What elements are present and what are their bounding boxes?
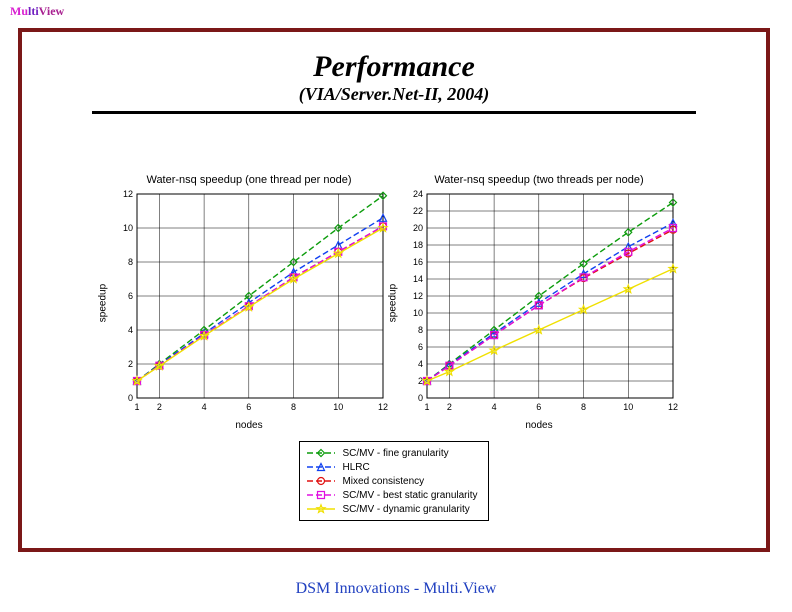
svg-text:2: 2	[418, 376, 423, 386]
legend-swatch-hlrc	[306, 461, 336, 473]
svg-text:4: 4	[492, 402, 497, 412]
logo: MultiView	[10, 4, 64, 19]
chart-left-ylabel: speedup	[98, 284, 109, 322]
svg-text:4: 4	[202, 402, 207, 412]
svg-text:12: 12	[668, 402, 678, 412]
svg-text:16: 16	[413, 257, 423, 267]
legend-label-hlrc: HLRC	[342, 462, 369, 473]
chart-left-wrap: Water-nsq speedup (one thread per node) …	[109, 174, 389, 431]
svg-text:20: 20	[413, 223, 423, 233]
svg-text:14: 14	[413, 274, 423, 284]
slide-frame: Performance (VIA/Server.Net-II, 2004) Wa…	[18, 28, 770, 552]
legend-row-sc_dynamic: SC/MV - dynamic granularity	[306, 502, 477, 516]
chart-right-svg: 124681012024681012141618202224	[399, 188, 679, 418]
svg-text:8: 8	[581, 402, 586, 412]
charts-row: Water-nsq speedup (one thread per node) …	[22, 174, 766, 431]
svg-text:8: 8	[291, 402, 296, 412]
svg-text:12: 12	[123, 189, 133, 199]
legend-box: SC/MV - fine granularity HLRC Mixed consis…	[299, 441, 488, 521]
chart-left-area: speedup 124681012024681012	[109, 188, 389, 418]
chart-left-svg: 124681012024681012	[109, 188, 389, 418]
chart-right-wrap: Water-nsq speedup (two threads per node)…	[399, 174, 679, 431]
legend-row-sc_static: SC/MV - best static granularity	[306, 488, 477, 502]
svg-text:8: 8	[418, 325, 423, 335]
legend-swatch-mixed	[306, 475, 336, 487]
legend-label-sc_dynamic: SC/MV - dynamic granularity	[342, 504, 469, 515]
legend-row-sc_fine: SC/MV - fine granularity	[306, 446, 477, 460]
legend-label-sc_fine: SC/MV - fine granularity	[342, 448, 448, 459]
chart-right-ylabel: speedup	[388, 284, 399, 322]
svg-text:6: 6	[246, 402, 251, 412]
chart-right-title: Water-nsq speedup (two threads per node)	[434, 174, 643, 186]
chart-right-area: speedup 124681012024681012141618202224	[399, 188, 679, 418]
slide-title: Performance	[22, 50, 766, 84]
svg-text:4: 4	[128, 325, 133, 335]
svg-text:2: 2	[157, 402, 162, 412]
svg-text:10: 10	[123, 223, 133, 233]
chart-right-xlabel: nodes	[525, 420, 552, 431]
svg-text:8: 8	[128, 257, 133, 267]
svg-text:10: 10	[413, 308, 423, 318]
svg-text:10: 10	[623, 402, 633, 412]
svg-text:6: 6	[418, 342, 423, 352]
legend-swatch-sc_static	[306, 489, 336, 501]
legend-row-mixed: Mixed consistency	[306, 474, 477, 488]
legend-row-hlrc: HLRC	[306, 460, 477, 474]
svg-text:12: 12	[378, 402, 388, 412]
legend-swatch-sc_fine	[306, 447, 336, 459]
svg-text:1: 1	[424, 402, 429, 412]
svg-text:6: 6	[128, 291, 133, 301]
chart-left-xlabel: nodes	[235, 420, 262, 431]
svg-text:1: 1	[134, 402, 139, 412]
svg-text:12: 12	[413, 291, 423, 301]
slide-subtitle: (VIA/Server.Net-II, 2004)	[22, 84, 766, 105]
svg-text:22: 22	[413, 206, 423, 216]
svg-text:2: 2	[128, 359, 133, 369]
svg-text:24: 24	[413, 189, 423, 199]
svg-text:0: 0	[128, 393, 133, 403]
svg-text:10: 10	[333, 402, 343, 412]
svg-text:18: 18	[413, 240, 423, 250]
svg-text:4: 4	[418, 359, 423, 369]
svg-text:2: 2	[447, 402, 452, 412]
svg-text:0: 0	[418, 393, 423, 403]
chart-left-title: Water-nsq speedup (one thread per node)	[146, 174, 351, 186]
title-rule	[92, 111, 696, 114]
legend-label-sc_static: SC/MV - best static granularity	[342, 490, 477, 501]
footer-text: DSM Innovations - Multi.View	[0, 580, 792, 598]
svg-text:6: 6	[536, 402, 541, 412]
legend-swatch-sc_dynamic	[306, 503, 336, 515]
legend-label-mixed: Mixed consistency	[342, 476, 424, 487]
